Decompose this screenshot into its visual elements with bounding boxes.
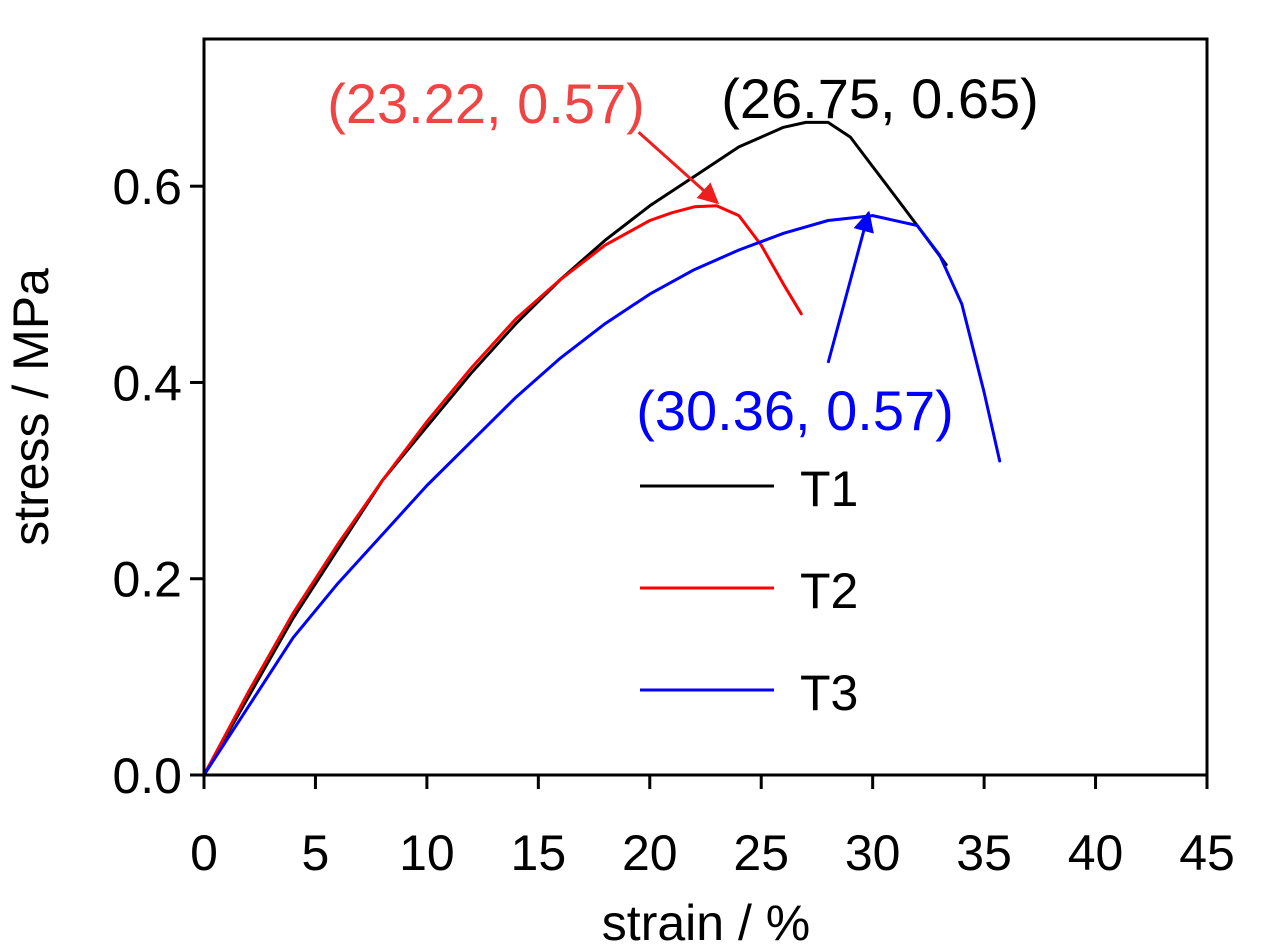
x-tick-label: 15 [511, 825, 567, 881]
x-tick-label: 0 [190, 825, 218, 881]
x-tick-label: 35 [956, 825, 1012, 881]
y-tick-label: 0.0 [112, 748, 182, 804]
y-tick-label: 0.6 [112, 159, 182, 215]
x-tick-label: 10 [399, 825, 455, 881]
legend-label-t2: T2 [800, 563, 858, 619]
annotation-label: (26.75, 0.65) [721, 67, 1039, 130]
y-tick-label: 0.2 [112, 552, 182, 608]
y-axis: 0.0 0.2 0.4 0.6 [112, 159, 204, 804]
series-layer [202, 120, 1002, 777]
legend: T1 T2 T3 [640, 461, 858, 721]
x-tick-label: 45 [1179, 825, 1235, 881]
x-tick-label: 40 [1068, 825, 1124, 881]
x-tick-label: 20 [622, 825, 678, 881]
x-axis: 0 5 10 15 20 25 30 35 40 45 [190, 775, 1235, 881]
plot-frame [202, 37, 1209, 777]
x-tick-label: 5 [302, 825, 330, 881]
annotation-arrow [637, 131, 720, 205]
x-tick-label: 30 [845, 825, 901, 881]
series-line-t3 [202, 214, 1002, 777]
y-tick-label: 0.4 [112, 355, 182, 411]
annotation-label: (30.36, 0.57) [636, 379, 954, 442]
x-tick-label: 25 [733, 825, 789, 881]
x-axis-title: strain / % [602, 895, 810, 949]
annotation-layer: (23.22, 0.57) (26.75, 0.65) (30.36, 0.57) [327, 67, 1039, 442]
y-axis-title: stress / MPa [3, 268, 59, 546]
legend-label-t1: T1 [800, 461, 858, 517]
annotation-label: (23.22, 0.57) [327, 72, 645, 135]
series-line-t2 [202, 204, 803, 777]
legend-label-t3: T3 [800, 665, 858, 721]
annotation-arrow [826, 210, 874, 364]
